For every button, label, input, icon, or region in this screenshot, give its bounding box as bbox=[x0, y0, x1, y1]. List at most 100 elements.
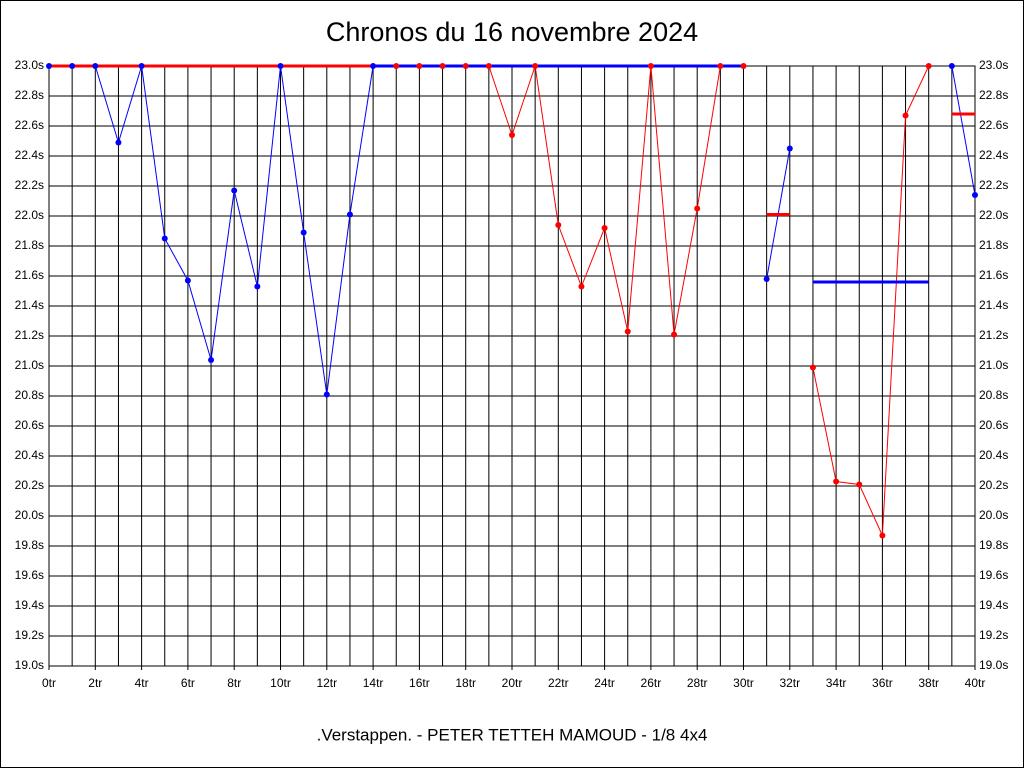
y-tick-label-right: 23.0s bbox=[979, 58, 1008, 72]
y-tick-label: 20.4s bbox=[15, 448, 44, 462]
chart-footer: .Verstappen. - PETER TETTEH MAMOUD - 1/8… bbox=[317, 725, 708, 744]
x-tick-label: 4tr bbox=[135, 676, 149, 690]
point bbox=[208, 357, 215, 363]
y-tick-label: 20.8s bbox=[15, 388, 44, 402]
y-tick-label: 19.0s bbox=[15, 658, 44, 672]
y-tick-label: 19.8s bbox=[15, 538, 44, 552]
y-tick-label-right: 19.2s bbox=[979, 628, 1008, 642]
y-tick-label: 19.6s bbox=[15, 568, 44, 582]
y-tick-label-right: 19.8s bbox=[979, 538, 1008, 552]
y-tick-label-right: 21.4s bbox=[979, 298, 1008, 312]
y-tick-label: 20.2s bbox=[15, 478, 44, 492]
y-tick-label: 19.4s bbox=[15, 598, 44, 612]
y-tick-label-right: 20.0s bbox=[979, 508, 1008, 522]
x-tick-label: 26tr bbox=[641, 676, 662, 690]
y-tick-label-right: 19.6s bbox=[979, 568, 1008, 582]
x-tick-label: 2tr bbox=[88, 676, 102, 690]
y-tick-label: 21.8s bbox=[15, 238, 44, 252]
x-tick-label: 14tr bbox=[363, 676, 384, 690]
x-tick-label: 16tr bbox=[409, 676, 430, 690]
x-tick-label: 40tr bbox=[965, 676, 986, 690]
point bbox=[532, 63, 539, 69]
point bbox=[462, 63, 469, 69]
point bbox=[323, 391, 330, 398]
y-tick-label-right: 19.0s bbox=[979, 658, 1008, 672]
series-line bbox=[951, 65, 976, 196]
point bbox=[439, 63, 446, 69]
point bbox=[184, 277, 191, 284]
y-tick-label: 19.2s bbox=[15, 628, 44, 642]
point bbox=[902, 112, 909, 119]
y-tick-label: 22.4s bbox=[15, 148, 44, 162]
point bbox=[509, 132, 515, 138]
point bbox=[161, 235, 168, 242]
y-tick-label: 22.0s bbox=[15, 208, 44, 222]
point bbox=[856, 481, 863, 488]
y-tick-label: 21.0s bbox=[15, 358, 44, 372]
y-tick-label: 21.2s bbox=[15, 328, 44, 342]
x-tick-label: 36tr bbox=[872, 676, 893, 690]
point bbox=[601, 225, 608, 231]
x-tick-label: 30tr bbox=[733, 676, 754, 690]
point bbox=[416, 63, 423, 69]
y-tick-label-right: 21.6s bbox=[979, 268, 1008, 282]
point bbox=[740, 63, 747, 69]
y-tick-label-right: 20.4s bbox=[979, 448, 1008, 462]
series-line bbox=[812, 65, 930, 536]
point bbox=[485, 63, 492, 69]
point bbox=[578, 283, 585, 290]
point bbox=[671, 331, 678, 338]
y-tick-label-right: 20.2s bbox=[979, 478, 1008, 492]
y-tick-label-right: 22.6s bbox=[979, 118, 1008, 132]
y-tick-label: 21.6s bbox=[15, 268, 44, 282]
x-tick-label: 0tr bbox=[42, 676, 56, 690]
x-tick-label: 22tr bbox=[548, 676, 569, 690]
point bbox=[115, 139, 122, 146]
y-tick-label-right: 22.8s bbox=[979, 88, 1008, 102]
x-tick-label: 20tr bbox=[502, 676, 523, 690]
point bbox=[624, 328, 631, 335]
x-tick-label: 12tr bbox=[316, 676, 337, 690]
y-tick-label-right: 19.4s bbox=[979, 598, 1008, 612]
point bbox=[346, 211, 353, 218]
y-tick-label-right: 20.6s bbox=[979, 418, 1008, 432]
y-tick-label-right: 22.0s bbox=[979, 208, 1008, 222]
point bbox=[138, 63, 145, 69]
point bbox=[948, 63, 955, 69]
point bbox=[231, 187, 238, 194]
x-tick-label: 18tr bbox=[455, 676, 476, 690]
y-tick-label: 22.6s bbox=[15, 118, 44, 132]
y-tick-label: 22.2s bbox=[15, 178, 44, 192]
chart-title: Chronos du 16 novembre 2024 bbox=[326, 17, 698, 47]
point bbox=[717, 63, 724, 69]
point bbox=[69, 63, 76, 69]
point bbox=[786, 145, 793, 152]
y-tick-label-right: 22.4s bbox=[979, 148, 1008, 162]
y-tick-label-right: 22.2s bbox=[979, 178, 1008, 192]
point bbox=[555, 222, 562, 228]
point bbox=[809, 364, 816, 371]
x-tick-label: 8tr bbox=[227, 676, 241, 690]
point bbox=[370, 63, 377, 69]
x-tick-label: 24tr bbox=[594, 676, 615, 690]
point bbox=[393, 63, 400, 69]
point bbox=[694, 205, 701, 212]
x-tick-label: 10tr bbox=[270, 676, 291, 690]
point bbox=[879, 532, 886, 539]
y-tick-label: 20.0s bbox=[15, 508, 44, 522]
point bbox=[92, 63, 99, 69]
x-tick-label: 38tr bbox=[918, 676, 939, 690]
x-tick-label: 34tr bbox=[826, 676, 847, 690]
point bbox=[925, 63, 932, 69]
y-tick-label: 21.4s bbox=[15, 298, 44, 312]
y-tick-label: 20.6s bbox=[15, 418, 44, 432]
x-tick-label: 6tr bbox=[181, 676, 195, 690]
y-tick-label: 23.0s bbox=[15, 58, 44, 72]
point bbox=[300, 229, 307, 236]
point bbox=[833, 478, 840, 485]
y-tick-label-right: 20.8s bbox=[979, 388, 1008, 402]
point bbox=[763, 276, 770, 282]
point bbox=[972, 192, 978, 198]
